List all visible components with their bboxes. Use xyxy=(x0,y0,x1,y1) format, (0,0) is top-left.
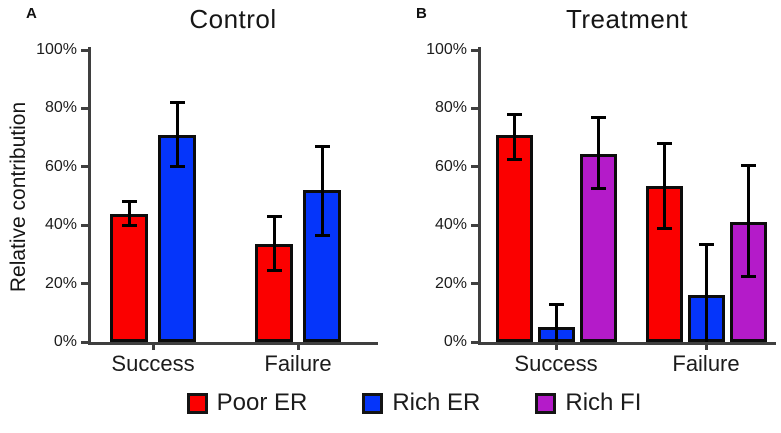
y-tick-label-20-control: 20% xyxy=(44,274,77,292)
errorbar-cap-bottom-poor-er-success-control xyxy=(121,223,137,227)
errorbar-cap-top-poor-er-success-control xyxy=(121,200,137,204)
x-label-failure-treatment: Failure xyxy=(672,351,740,376)
y-axis-control xyxy=(88,47,91,345)
errorbar-cap-bottom-rich-er-failure-control xyxy=(314,233,330,237)
legend-item-rich-er: Rich ER xyxy=(362,389,480,417)
x-tick-failure-control xyxy=(296,345,300,350)
x-tick-success-control xyxy=(151,345,155,350)
y-tick-label-60-control: 60% xyxy=(44,157,77,175)
y-tick-label-40-treatment: 40% xyxy=(434,216,467,234)
y-tick-label-60-treatment: 60% xyxy=(434,157,467,175)
x-axis-treatment xyxy=(478,342,776,345)
legend-swatch-rich-fi xyxy=(535,392,557,414)
y-tick-label-40-control: 40% xyxy=(44,216,77,234)
y-tick-20-control xyxy=(81,282,88,286)
legend-item-poor-er: Poor ER xyxy=(186,389,308,417)
legend-label-rich-fi: Rich FI xyxy=(565,389,642,416)
errorbar-cap-top-poor-er-success-treatment xyxy=(506,112,522,116)
legend-swatch-rich-er xyxy=(362,392,384,414)
y-tick-label-100-control: 100% xyxy=(36,41,77,58)
errorbar-line-rich-er-failure-treatment xyxy=(704,242,708,342)
y-tick-label-0-treatment: 0% xyxy=(443,333,467,350)
y-tick-80-control xyxy=(81,106,88,110)
y-tick-label-80-treatment: 80% xyxy=(434,99,467,117)
errorbar-cap-bottom-rich-fi-success-treatment xyxy=(590,187,606,191)
bar-poor-er-success-control xyxy=(110,213,148,342)
x-label-success-control: Success xyxy=(111,351,195,376)
legend-item-rich-fi: Rich FI xyxy=(535,389,641,417)
y-axis-treatment xyxy=(478,47,481,345)
legend-label-poor-er: Poor ER xyxy=(216,389,308,416)
errorbar-line-rich-fi-success-treatment xyxy=(596,115,600,191)
errorbar-cap-bottom-rich-fi-failure-treatment xyxy=(740,274,756,278)
errorbar-cap-top-rich-fi-success-treatment xyxy=(590,115,606,119)
y-tick-label-20-treatment: 20% xyxy=(434,274,467,292)
y-tick-label-100-treatment: 100% xyxy=(426,41,467,58)
panel-title-treatment: Treatment xyxy=(565,4,689,34)
legend-label-rich-er: Rich ER xyxy=(392,389,481,416)
y-tick-label-80-control: 80% xyxy=(44,99,77,117)
y-tick-0-control xyxy=(81,340,88,344)
y-tick-60-control xyxy=(81,165,88,169)
errorbar-cap-top-rich-er-failure-control xyxy=(314,144,330,148)
legend-swatch-poor-er xyxy=(186,392,208,414)
errorbar-cap-top-poor-er-failure-control xyxy=(266,214,282,218)
errorbar-line-poor-er-success-treatment xyxy=(512,112,516,161)
x-label-success-treatment: Success xyxy=(514,351,598,376)
errorbar-cap-bottom-poor-er-success-treatment xyxy=(506,157,522,161)
x-tick-success-treatment xyxy=(554,345,558,350)
x-label-failure-control: Failure xyxy=(264,351,332,376)
errorbar-cap-bottom-rich-er-success-control xyxy=(169,165,185,169)
y-tick-20-treatment xyxy=(471,282,478,286)
y-tick-40-control xyxy=(81,223,88,227)
y-tick-80-treatment xyxy=(471,106,478,110)
errorbar-cap-top-rich-er-success-treatment xyxy=(548,302,564,306)
errorbar-line-rich-er-failure-control xyxy=(320,144,324,237)
bar-poor-er-failure-control xyxy=(255,244,293,342)
bar-rich-er-success-control xyxy=(158,134,196,342)
errorbar-cap-top-rich-fi-failure-treatment xyxy=(740,163,756,167)
x-axis-control xyxy=(88,342,378,345)
panel-label-a: A xyxy=(26,5,37,22)
panel-title-control: Control xyxy=(189,4,277,34)
errorbar-line-poor-er-failure-control xyxy=(272,214,276,272)
errorbar-cap-top-rich-er-success-control xyxy=(169,101,185,105)
errorbar-line-poor-er-failure-treatment xyxy=(662,141,666,230)
errorbar-line-rich-fi-failure-treatment xyxy=(746,163,750,278)
bar-rich-fi-success-treatment xyxy=(579,153,617,342)
errorbar-cap-bottom-poor-er-failure-treatment xyxy=(656,226,672,230)
y-tick-0-treatment xyxy=(471,340,478,344)
y-tick-40-treatment xyxy=(471,223,478,227)
y-tick-label-0-control: 0% xyxy=(53,333,77,350)
legend: Poor ER Rich ER Rich FI xyxy=(47,386,781,420)
errorbar-line-rich-er-success-control xyxy=(175,101,179,169)
y-tick-60-treatment xyxy=(471,165,478,169)
errorbar-cap-top-poor-er-failure-treatment xyxy=(656,141,672,145)
x-tick-failure-treatment xyxy=(704,345,708,350)
panel-label-b: B xyxy=(416,5,427,22)
errorbar-cap-top-rich-er-failure-treatment xyxy=(698,242,714,246)
errorbar-line-poor-er-success-control xyxy=(127,200,131,227)
errorbar-cap-bottom-poor-er-failure-control xyxy=(266,268,282,272)
y-tick-100-treatment xyxy=(471,48,478,52)
y-tick-100-control xyxy=(81,48,88,52)
errorbar-line-rich-er-success-treatment xyxy=(554,302,558,342)
bar-poor-er-success-treatment xyxy=(495,134,533,342)
